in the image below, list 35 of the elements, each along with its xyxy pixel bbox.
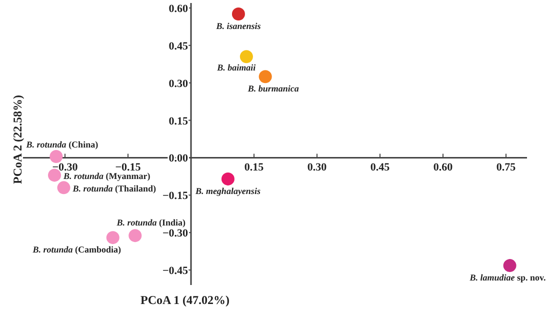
series-label: B. rotunda (Myanmar) xyxy=(62,171,150,182)
point xyxy=(50,150,63,163)
point xyxy=(240,50,253,64)
series-label: B. rotunda (Cambodia) xyxy=(32,244,122,255)
y-tick-label: −0.30 xyxy=(162,228,188,240)
series-label: B. burmanica xyxy=(246,84,300,94)
point xyxy=(128,229,142,242)
point xyxy=(503,259,516,272)
point xyxy=(221,172,234,186)
series-label: B. rotunda (China) xyxy=(25,139,98,150)
x-tick-label: 0.60 xyxy=(433,162,454,174)
x-tick-label: 0.75 xyxy=(496,162,516,174)
y-tick-label: −0.15 xyxy=(162,190,188,202)
x-tick-label: −0.30 xyxy=(52,162,78,174)
x-tick-label: −0.15 xyxy=(115,162,142,174)
series-label: B. lamudiae sp. nov. xyxy=(468,272,546,283)
point xyxy=(232,7,245,20)
x-tick-label: 0.30 xyxy=(307,162,328,174)
y-axis-title: PCoA 2 (22.58%) xyxy=(10,95,24,184)
y-tick-label: 0.15 xyxy=(168,115,188,128)
y-tick-label: 0.45 xyxy=(168,40,188,52)
y-tick-label: 0.30 xyxy=(168,78,188,90)
y-tick-label: −0.45 xyxy=(162,265,188,278)
x-axis-title: PCoA 1 (47.02%) xyxy=(140,293,230,307)
series-label: B. isanensis xyxy=(215,20,262,31)
series-label: B. meghalayensis xyxy=(194,186,261,196)
point xyxy=(258,70,272,84)
point xyxy=(106,231,120,244)
x-tick-label: 0.45 xyxy=(370,162,390,174)
point xyxy=(57,181,70,194)
series-label: B. baimaii xyxy=(216,62,256,73)
x-tick-label: 0.15 xyxy=(244,162,264,174)
series-label: B. rotunda (Thailand) xyxy=(72,184,156,194)
series-label: B. rotunda (India) xyxy=(116,218,186,228)
y-tick-label: 0.60 xyxy=(168,2,188,15)
